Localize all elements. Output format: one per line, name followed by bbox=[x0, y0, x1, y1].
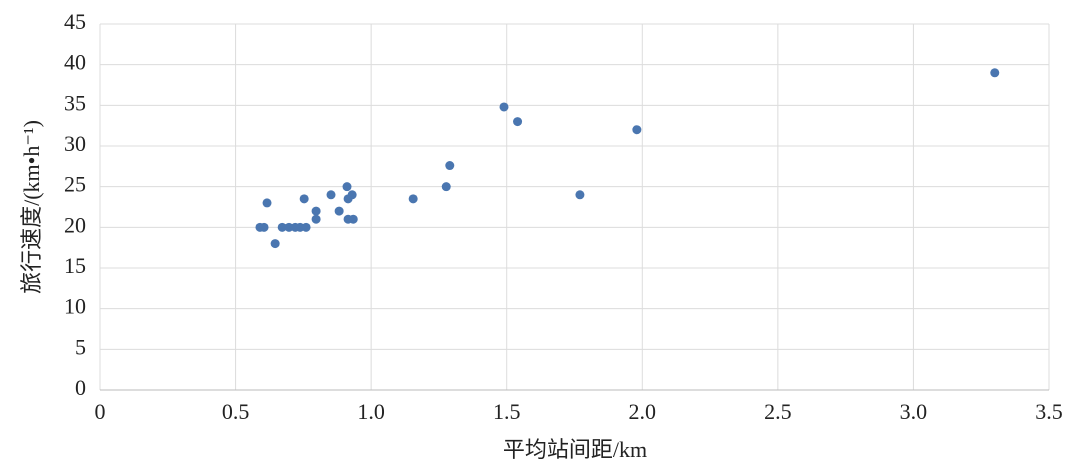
y-tick-label: 0 bbox=[75, 375, 86, 400]
x-tick-label: 1.5 bbox=[493, 399, 521, 424]
y-tick-label: 45 bbox=[64, 9, 86, 34]
point bbox=[262, 198, 272, 208]
point bbox=[259, 222, 269, 232]
y-tick-label: 35 bbox=[64, 90, 86, 115]
point bbox=[348, 214, 358, 224]
x-tick-label: 2.0 bbox=[629, 399, 657, 424]
y-axis-label: 旅行速度/(km•h⁻¹) bbox=[19, 120, 44, 294]
point bbox=[311, 206, 321, 216]
y-tick-label: 25 bbox=[64, 172, 86, 197]
point bbox=[270, 239, 280, 249]
point bbox=[277, 222, 287, 232]
x-tick-label: 3.5 bbox=[1035, 399, 1063, 424]
y-tick-label: 15 bbox=[64, 253, 86, 278]
x-axis-label: 平均站间距/km bbox=[503, 437, 647, 462]
point bbox=[299, 194, 309, 204]
point bbox=[326, 190, 336, 200]
x-tick-label: 0 bbox=[95, 399, 106, 424]
x-tick-label: 1.0 bbox=[357, 399, 385, 424]
point bbox=[284, 222, 294, 232]
y-tick-label: 5 bbox=[75, 334, 86, 359]
point bbox=[342, 182, 352, 192]
y-tick-label: 20 bbox=[64, 212, 86, 237]
point bbox=[334, 206, 344, 216]
point bbox=[347, 190, 357, 200]
point bbox=[499, 102, 509, 112]
point bbox=[311, 214, 321, 224]
y-tick-label: 10 bbox=[64, 294, 86, 319]
point bbox=[513, 117, 523, 127]
y-tick-label: 40 bbox=[64, 50, 86, 75]
point bbox=[990, 68, 1000, 78]
point bbox=[632, 125, 642, 135]
x-tick-label: 0.5 bbox=[222, 399, 250, 424]
point bbox=[441, 182, 451, 192]
point bbox=[575, 190, 585, 200]
x-tick-label: 2.5 bbox=[764, 399, 792, 424]
point bbox=[301, 222, 311, 232]
x-tick-label: 3.0 bbox=[900, 399, 928, 424]
point bbox=[445, 161, 455, 171]
y-tick-label: 30 bbox=[64, 131, 86, 156]
point bbox=[408, 194, 418, 204]
